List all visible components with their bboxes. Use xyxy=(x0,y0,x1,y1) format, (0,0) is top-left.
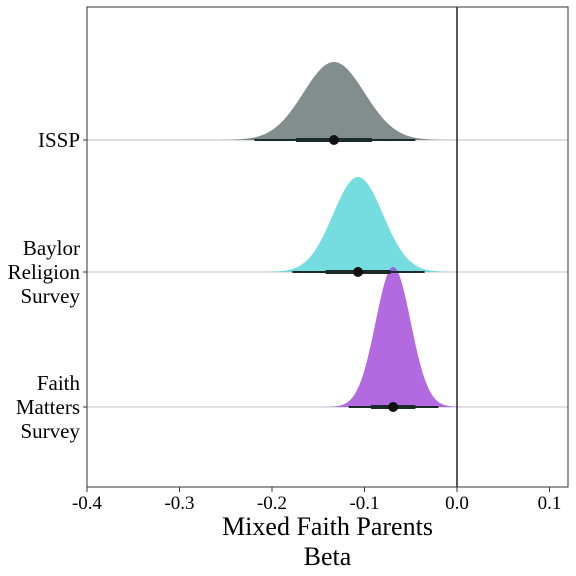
x-tick-label: -0.1 xyxy=(349,493,379,514)
density-ridge xyxy=(205,62,463,140)
category-label: Baylor xyxy=(23,236,80,260)
point-estimate xyxy=(353,267,364,277)
category-label: Survey xyxy=(21,419,81,443)
point-estimate xyxy=(388,402,399,412)
density-ridge xyxy=(319,267,467,407)
y-axis-category-labels: ISSPBaylorReligionSurveyFaithMattersSurv… xyxy=(8,128,87,443)
x-axis-title-line: Beta xyxy=(304,542,352,571)
density-ridges xyxy=(205,62,467,407)
category-label: Survey xyxy=(21,284,81,308)
category-label: Matters xyxy=(16,395,80,419)
category-label: Religion xyxy=(8,260,81,284)
density-ridge xyxy=(253,177,463,272)
point-estimate xyxy=(328,135,339,145)
panel-border xyxy=(86,6,569,488)
x-tick-label: -0.4 xyxy=(72,493,103,514)
x-tick-label: -0.2 xyxy=(257,493,287,514)
x-axis: -0.4 -0.3 -0.2 -0.1 0.0 0.1 xyxy=(72,487,561,514)
x-tick-label: 0.0 xyxy=(445,493,469,514)
category-label: ISSP xyxy=(38,128,80,152)
x-axis-title-line: Mixed Faith Parents xyxy=(222,512,433,541)
x-tick-label: 0.1 xyxy=(538,493,562,514)
category-label: Faith xyxy=(37,371,81,395)
x-tick-label: -0.3 xyxy=(164,493,194,514)
interval-bars xyxy=(254,135,439,412)
